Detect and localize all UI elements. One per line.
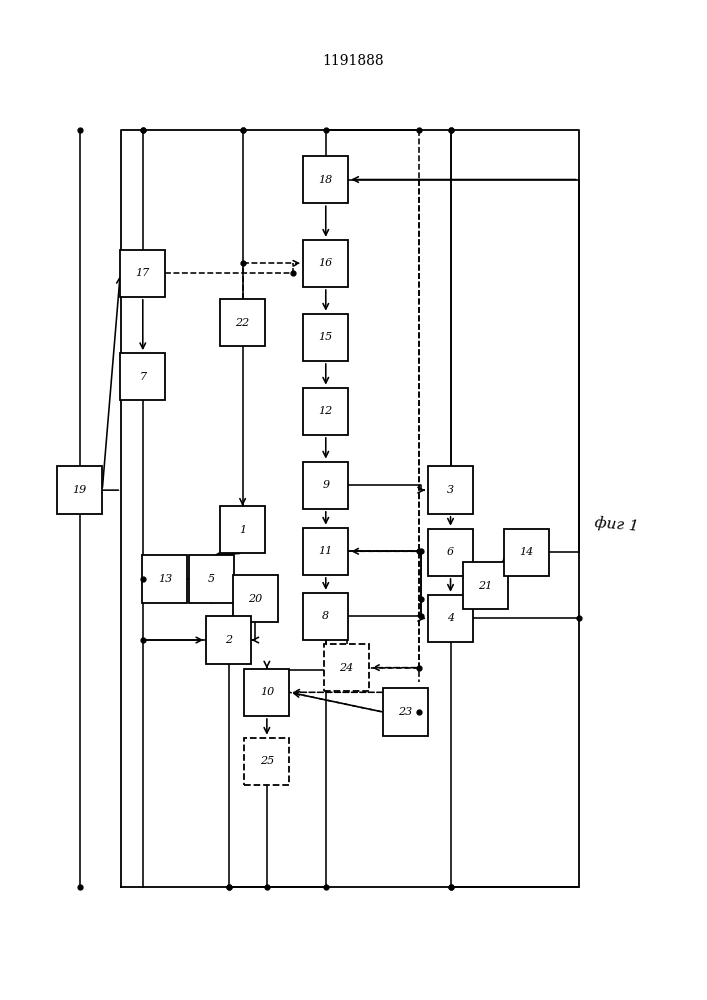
Text: 14: 14 — [520, 547, 534, 557]
FancyBboxPatch shape — [120, 250, 165, 297]
FancyBboxPatch shape — [189, 555, 234, 603]
FancyBboxPatch shape — [504, 529, 549, 576]
FancyBboxPatch shape — [233, 575, 278, 622]
Text: 15: 15 — [319, 332, 333, 342]
Text: 5: 5 — [208, 574, 215, 584]
Text: 18: 18 — [319, 175, 333, 185]
Text: 8: 8 — [322, 611, 329, 621]
FancyBboxPatch shape — [303, 240, 349, 287]
Text: 23: 23 — [398, 707, 413, 717]
Text: 2: 2 — [225, 635, 233, 645]
Text: 22: 22 — [235, 318, 250, 328]
FancyBboxPatch shape — [220, 506, 265, 553]
FancyBboxPatch shape — [120, 353, 165, 400]
Text: 9: 9 — [322, 480, 329, 490]
FancyBboxPatch shape — [245, 669, 289, 716]
Text: 16: 16 — [319, 258, 333, 268]
FancyBboxPatch shape — [206, 616, 251, 664]
Text: фиг 1: фиг 1 — [595, 515, 640, 534]
Text: 24: 24 — [339, 663, 354, 673]
FancyBboxPatch shape — [57, 466, 103, 514]
FancyBboxPatch shape — [383, 688, 428, 736]
Text: 21: 21 — [478, 581, 492, 591]
FancyBboxPatch shape — [303, 156, 349, 203]
FancyBboxPatch shape — [303, 314, 349, 361]
FancyBboxPatch shape — [220, 299, 265, 346]
FancyBboxPatch shape — [462, 562, 508, 609]
FancyBboxPatch shape — [303, 528, 349, 575]
FancyBboxPatch shape — [428, 529, 473, 576]
FancyBboxPatch shape — [428, 466, 473, 514]
FancyBboxPatch shape — [324, 644, 369, 691]
Text: 3: 3 — [447, 485, 454, 495]
FancyBboxPatch shape — [245, 738, 289, 785]
Text: 20: 20 — [248, 594, 262, 604]
Text: 13: 13 — [158, 574, 172, 584]
FancyBboxPatch shape — [303, 593, 349, 640]
Text: 1: 1 — [239, 525, 246, 535]
Text: 1191888: 1191888 — [322, 54, 385, 68]
Text: 12: 12 — [319, 406, 333, 416]
FancyBboxPatch shape — [142, 555, 187, 603]
Text: 17: 17 — [136, 268, 150, 278]
FancyBboxPatch shape — [428, 595, 473, 642]
FancyBboxPatch shape — [303, 388, 349, 435]
FancyBboxPatch shape — [303, 462, 349, 509]
Text: 10: 10 — [259, 687, 274, 697]
Text: 11: 11 — [319, 546, 333, 556]
Text: 4: 4 — [447, 613, 454, 623]
Text: 25: 25 — [259, 756, 274, 766]
Text: 19: 19 — [73, 485, 87, 495]
Text: 7: 7 — [139, 372, 146, 382]
Text: 6: 6 — [447, 547, 454, 557]
